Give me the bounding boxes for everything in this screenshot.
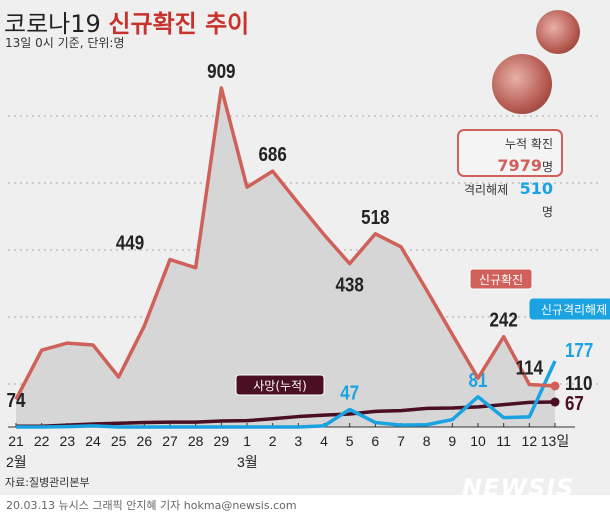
- x-tick-label: 25: [111, 433, 127, 449]
- new-cases-end-dot: [550, 381, 560, 391]
- x-tick-label: 27: [162, 433, 178, 449]
- new-cases-area: [16, 88, 555, 427]
- recovered-data-label: 177: [565, 339, 593, 362]
- x-tick-label: 12: [522, 433, 538, 449]
- x-tick-label: 21: [8, 433, 24, 449]
- month-label: 2월: [6, 454, 27, 470]
- x-tick-label: 26: [137, 433, 153, 449]
- deaths-tag: [235, 374, 325, 396]
- source: 자료:질병관리본부: [5, 476, 90, 489]
- new-cases-data-label: 242: [489, 308, 517, 331]
- x-tick-label: 2: [269, 433, 277, 449]
- x-tick-label: 29: [214, 433, 230, 449]
- x-tick-label: 11: [496, 433, 511, 449]
- x-tick-label: 28: [188, 433, 204, 449]
- x-tick-label: 1: [243, 433, 251, 449]
- deaths-tag-label: 사망(누적): [253, 379, 307, 393]
- x-tick-label: 9: [448, 433, 456, 449]
- deaths-data-label: 67: [565, 392, 584, 415]
- new-cases-data-label: 110: [565, 372, 592, 395]
- new-cases-tag: [469, 268, 533, 290]
- deaths-end-dot: [550, 397, 560, 407]
- x-tick-label: 3: [294, 433, 302, 449]
- x-tick-label: 7: [397, 433, 405, 449]
- footer: [0, 495, 610, 516]
- recovered-tag: [529, 298, 610, 320]
- legend-box: 누적 확진 7979명 격리해제 510명: [457, 129, 563, 219]
- x-tick-label: 8: [423, 433, 431, 449]
- new-cases-data-label: 449: [116, 231, 144, 254]
- virus-illustration: [492, 54, 552, 114]
- x-tick-label: 4: [320, 433, 328, 449]
- credit: 20.03.13 뉴시스 그래픽 안지혜 기자 hokma@newsis.com: [6, 499, 297, 512]
- x-tick-label: 23: [60, 433, 76, 449]
- x-tick-label: 13일: [541, 433, 569, 449]
- page-title: 코로나19 신규확진 추이: [4, 10, 250, 38]
- x-tick-label: 5: [346, 433, 354, 449]
- new-cases-data-label: 438: [335, 273, 363, 296]
- new-cases-line: [14, 86, 556, 401]
- month-label: 3월: [237, 454, 258, 470]
- recovered-line: [16, 360, 557, 429]
- new-cases-tag-label: 신규확진: [479, 273, 523, 287]
- virus-illustration: [536, 10, 580, 54]
- x-tick-label: 6: [371, 433, 379, 449]
- new-cases-data-label: 909: [207, 60, 235, 83]
- new-cases-data-label: 114: [516, 356, 544, 379]
- subtitle: 13일 0시 기준, 단위:명: [5, 36, 125, 50]
- new-cases-data-label: 686: [258, 143, 286, 166]
- x-tick-label: 22: [34, 433, 50, 449]
- new-cases-data-label: 518: [361, 206, 389, 229]
- x-tick-label: 10: [470, 433, 486, 449]
- recovered-tag-label: 신규격리해제: [541, 303, 607, 317]
- recovered-data-label: 47: [340, 381, 359, 404]
- new-cases-data-label: 74: [7, 389, 27, 412]
- x-tick-label: 24: [85, 433, 101, 449]
